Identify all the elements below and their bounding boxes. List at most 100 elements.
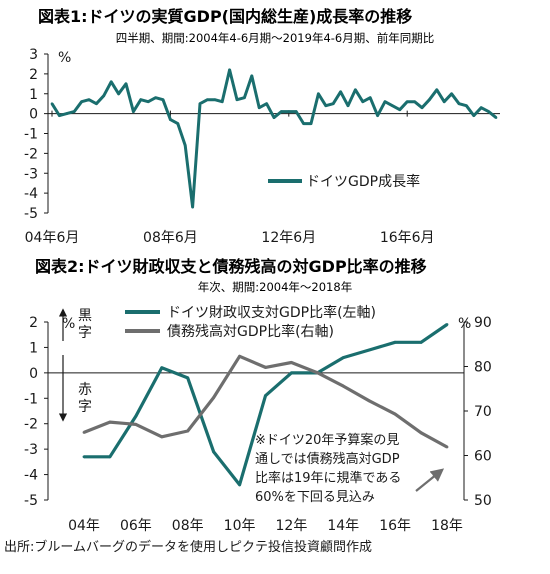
chart2-debt-point <box>108 420 112 424</box>
chart2-legend-debt: 債務残高対GDP比率(右軸) <box>167 323 334 340</box>
chart1-point <box>139 98 143 101</box>
chart2-balance-point <box>160 366 164 370</box>
chart2-balance-point <box>419 340 423 344</box>
chart1-point <box>213 98 217 101</box>
chart2-debt-point <box>445 445 449 449</box>
chart2-balance-point <box>186 376 190 380</box>
chart1-point <box>435 88 439 92</box>
chart1-subtitle: 四半期、期間:2004年4-6月期～2019年4-6月期、前年同期比 <box>116 31 434 45</box>
chart1-y-tick-label: -2 <box>24 146 38 162</box>
chart2-right-tick-label: 80 <box>474 360 492 376</box>
chart1-point <box>87 98 91 101</box>
chart1-point <box>65 112 69 115</box>
chart1-point <box>457 102 461 105</box>
chart1-point <box>124 82 128 86</box>
chart1-point <box>228 68 231 72</box>
chart1-point <box>220 100 224 103</box>
chart1-point <box>368 96 372 99</box>
surplus-label-top: 黒 <box>78 308 92 324</box>
chart2-debt-point <box>316 371 319 375</box>
chart1-point <box>450 92 453 96</box>
chart1-point <box>317 92 320 96</box>
chart2-debt-point <box>419 431 423 435</box>
chart2-left-tick-label: -2 <box>24 417 38 433</box>
chart1-y-tick-label: -4 <box>24 186 38 202</box>
chart1-point <box>198 102 202 105</box>
chart2-debt-point <box>212 396 216 399</box>
chart1-series-line <box>50 68 497 209</box>
note-line-4: 60%を下回る見込み <box>255 490 375 505</box>
chart1-point <box>272 116 276 119</box>
chart1-point <box>428 98 431 101</box>
chart1-point <box>494 116 498 119</box>
chart1-point <box>472 114 476 117</box>
annotation-arrow <box>415 468 445 492</box>
source-note: 出所:ブルームバーグのデータを使用しピクテ投信投資顧問作成 <box>4 539 372 555</box>
chart2-right-tick-label: 50 <box>474 493 492 509</box>
chart2-balance-point <box>108 455 112 459</box>
chart2-balance-point <box>238 483 242 487</box>
chart1-point <box>50 102 54 105</box>
chart1-y-tick-label: -1 <box>24 127 38 143</box>
chart2-left-tick-label: -3 <box>24 442 38 458</box>
chart2-debt-point <box>341 384 345 388</box>
chart1-point <box>405 100 409 103</box>
chart1-point <box>487 110 490 113</box>
chart2-balance-point <box>341 356 345 359</box>
chart2-balance-point <box>393 340 397 344</box>
chart1-point <box>72 110 76 113</box>
chart2-right-tick-label: 60 <box>474 449 492 465</box>
chart1-point <box>287 110 291 113</box>
chart1-y-tick-label: 0 <box>29 107 38 123</box>
chart1-point <box>280 110 283 113</box>
chart1-point <box>354 88 357 92</box>
chart1-point <box>479 106 483 109</box>
chart2-balance-point <box>290 371 293 375</box>
chart1-point <box>346 104 350 107</box>
note-line-1: ※ドイツ20年予算案の見 <box>255 433 399 448</box>
chart1-point <box>132 110 135 113</box>
chart2-x-tick-label: 18年 <box>431 518 463 534</box>
chart2-title: 図表2:ドイツ財政収支と債務残高の対GDP比率の推移 <box>35 257 427 276</box>
deficit-label-top: 赤 <box>78 382 92 398</box>
chart1-point <box>324 104 328 107</box>
chart2-left-tick-label: 2 <box>29 315 38 331</box>
chart1-point <box>191 205 194 209</box>
chart1-point <box>95 102 98 105</box>
chart1-point <box>117 92 120 96</box>
chart2-legend-balance: ドイツ財政収支対GDP比率(左軸) <box>167 304 376 321</box>
chart2-debt-point <box>238 354 242 358</box>
chart2-debt-point <box>393 412 397 416</box>
chart1-point <box>169 118 172 121</box>
chart1-y-tick-label: 1 <box>29 87 38 103</box>
chart2-x-tick-label: 14年 <box>327 518 359 534</box>
chart1-plot <box>50 68 498 209</box>
chart1-x-tick-label: 04年6月 <box>25 230 80 246</box>
chart2-axes: 2 1 0 -1 -2 -3 -4 -5 90 80 70 60 50 04年 06年 08年 10年 12年 14… <box>24 315 492 534</box>
surplus-label-bottom: 字 <box>78 325 92 341</box>
note-line-3: 比率は19年に規準である <box>255 470 401 486</box>
chart1-point <box>235 98 239 101</box>
chart2-right-tick-label: 90 <box>474 315 492 331</box>
chart1-point <box>109 80 113 84</box>
note-line-2: 通しでは債務残高対GDP <box>255 451 400 467</box>
chart1-point <box>383 100 387 103</box>
chart1-point <box>161 98 165 101</box>
chart1-point <box>420 106 424 109</box>
chart1-point <box>257 106 261 109</box>
chart2-left-tick-label: 1 <box>29 340 38 356</box>
chart1-point <box>102 94 106 97</box>
chart2-left-tick-label: -1 <box>24 391 38 407</box>
chart1-y-tick-label: 3 <box>29 47 38 63</box>
chart2-x-tick-label: 04年 <box>68 518 100 534</box>
chart1-point <box>176 122 180 125</box>
chart2-balance-point <box>367 348 371 352</box>
chart2-debt-point <box>186 429 190 433</box>
chart1-point <box>413 100 416 103</box>
chart2-left-unit: % <box>62 316 75 332</box>
chart1-y-tick-label: 2 <box>29 67 38 83</box>
chart2-left-tick-label: -5 <box>24 493 38 509</box>
chart1-title: 図表1:ドイツの実質GDP(国内総生産)成長率の推移 <box>38 7 412 26</box>
